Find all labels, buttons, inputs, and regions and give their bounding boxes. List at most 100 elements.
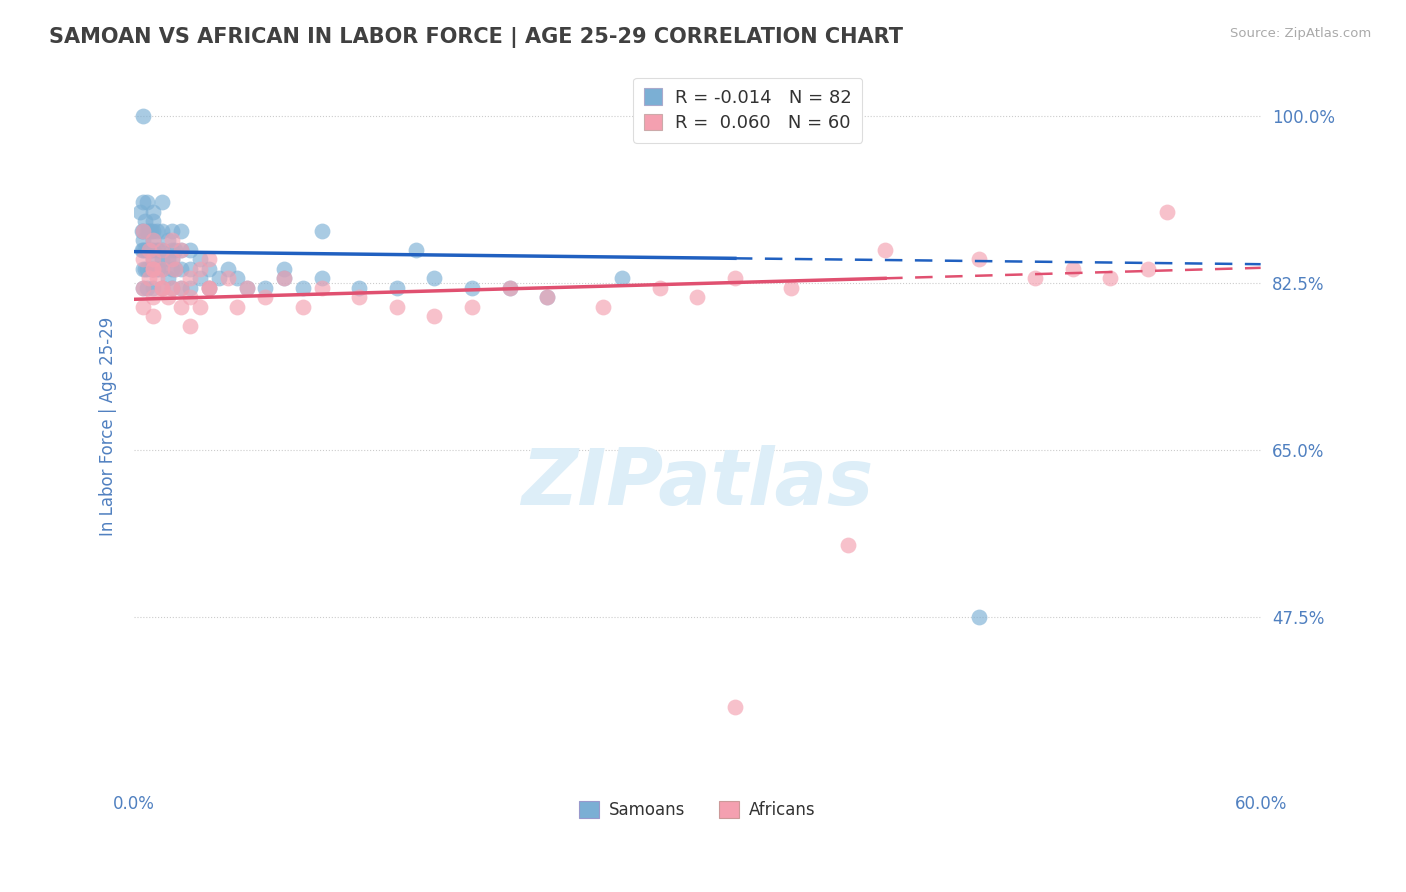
Point (592, 300, 614, 314)
Point (142, 281, 165, 295)
Point (461, 281, 484, 295)
Point (165, 261, 187, 276)
Point (150, 261, 173, 276)
Point (139, 243, 162, 257)
Point (132, 261, 155, 276)
Point (145, 224, 167, 238)
Text: SAMOAN VS AFRICAN IN LABOR FORCE | AGE 25-29 CORRELATION CHART: SAMOAN VS AFRICAN IN LABOR FORCE | AGE 2… (49, 27, 903, 48)
Point (138, 243, 160, 257)
Point (131, 224, 153, 238)
Point (170, 300, 193, 314)
Point (156, 233, 179, 247)
Point (142, 214, 165, 228)
Point (131, 243, 153, 257)
Point (150, 281, 173, 295)
Point (273, 261, 295, 276)
Point (150, 243, 173, 257)
Point (160, 243, 183, 257)
Point (385, 281, 408, 295)
Point (170, 281, 193, 295)
Y-axis label: In Labor Force | Age 25-29: In Labor Force | Age 25-29 (100, 317, 117, 536)
Point (132, 109, 155, 123)
Point (349, 281, 371, 295)
Point (170, 281, 193, 295)
Point (160, 224, 183, 238)
Text: ZIPatlas: ZIPatlas (522, 445, 873, 521)
Point (170, 243, 193, 257)
Point (136, 224, 159, 238)
Point (145, 243, 167, 257)
Point (1156, 204, 1178, 219)
Point (142, 261, 165, 276)
Point (1062, 261, 1084, 276)
Point (461, 300, 484, 314)
Point (142, 224, 165, 238)
Point (156, 290, 179, 304)
Point (349, 290, 371, 304)
Point (198, 281, 221, 295)
Legend: Samoans, Africans: Samoans, Africans (572, 794, 823, 825)
Point (179, 271, 201, 285)
Point (132, 194, 155, 209)
Point (536, 290, 558, 304)
Point (150, 261, 173, 276)
Point (686, 290, 709, 304)
Point (132, 224, 155, 238)
Point (142, 204, 165, 219)
Point (142, 233, 165, 247)
Point (311, 281, 333, 295)
Point (134, 243, 156, 257)
Point (179, 290, 201, 304)
Point (132, 243, 155, 257)
Point (150, 224, 173, 238)
Point (138, 243, 160, 257)
Point (198, 261, 221, 276)
Point (179, 243, 201, 257)
Point (128, 204, 150, 219)
Point (648, 281, 671, 295)
Point (134, 261, 156, 276)
Point (132, 281, 155, 295)
Point (139, 261, 162, 276)
Point (498, 281, 520, 295)
Point (148, 261, 170, 276)
Point (142, 252, 165, 267)
Point (724, 271, 747, 285)
Point (292, 300, 315, 314)
Point (1136, 261, 1159, 276)
Point (188, 261, 211, 276)
Point (198, 281, 221, 295)
Point (136, 194, 159, 209)
Point (142, 310, 165, 324)
Point (217, 271, 239, 285)
Point (160, 281, 183, 295)
Point (132, 224, 155, 238)
Point (142, 243, 165, 257)
Point (142, 290, 165, 304)
Point (967, 610, 990, 624)
Point (217, 261, 239, 276)
Point (179, 318, 201, 333)
Point (780, 281, 803, 295)
Point (179, 281, 201, 295)
Point (139, 224, 162, 238)
Point (536, 290, 558, 304)
Point (170, 261, 193, 276)
Point (226, 271, 249, 285)
Point (273, 271, 295, 285)
Point (837, 538, 859, 552)
Point (188, 300, 211, 314)
Point (188, 252, 211, 267)
Point (136, 261, 159, 276)
Point (226, 300, 249, 314)
Point (145, 261, 167, 276)
Point (142, 261, 165, 276)
Point (132, 252, 155, 267)
Point (170, 243, 193, 257)
Point (235, 281, 257, 295)
Point (142, 252, 165, 267)
Point (254, 290, 277, 304)
Point (138, 271, 160, 285)
Point (142, 233, 165, 247)
Point (160, 281, 183, 295)
